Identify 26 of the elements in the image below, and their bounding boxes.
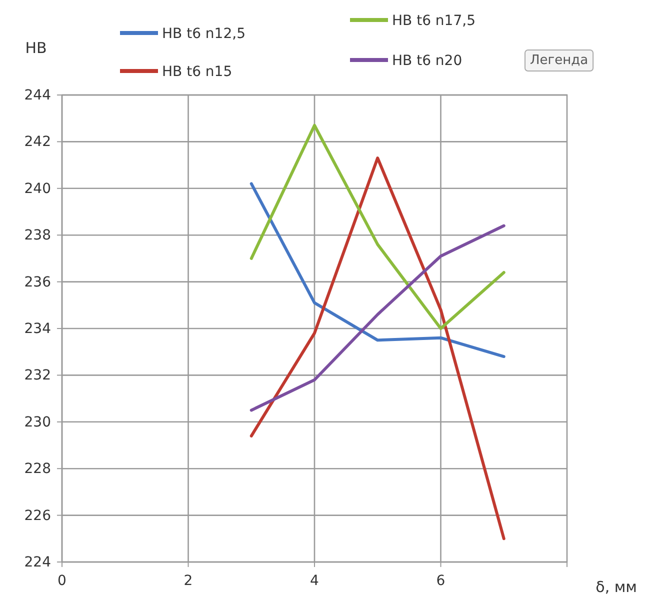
legend-label: HB t6 n12,5: [162, 26, 246, 42]
line-series: [250, 182, 506, 358]
legend-label: HB t6 n17,5: [392, 13, 476, 29]
line-series: [250, 124, 506, 330]
y-tick-label: 236: [24, 274, 52, 290]
y-axis-title: HB: [25, 39, 47, 57]
y-tick-label: 244: [24, 87, 52, 104]
x-tick-label: 0: [58, 572, 66, 589]
y-tick-label: 232: [24, 368, 51, 384]
y-tick-label: 226: [24, 508, 52, 524]
x-tick-label: 6: [436, 572, 446, 589]
line-series: [250, 156, 506, 540]
y-tick-label: 228: [24, 461, 51, 478]
y-tick-label: 240: [24, 180, 51, 197]
y-tick-label: 224: [24, 554, 52, 570]
x-axis-title: δ, мм: [596, 578, 637, 596]
legend-label: HB t6 n20: [392, 53, 462, 69]
x-tick-label: 4: [310, 572, 320, 589]
y-tick-label: 234: [24, 320, 52, 337]
y-tick-label: 230: [24, 414, 51, 430]
x-tick-label: 2: [184, 572, 193, 589]
y-tick-label: 238: [24, 228, 51, 244]
legend-label: HB t6 n15: [162, 64, 232, 80]
line-series: [250, 224, 506, 412]
text: Легенда: [530, 53, 588, 68]
y-tick-label: 242: [24, 134, 51, 150]
